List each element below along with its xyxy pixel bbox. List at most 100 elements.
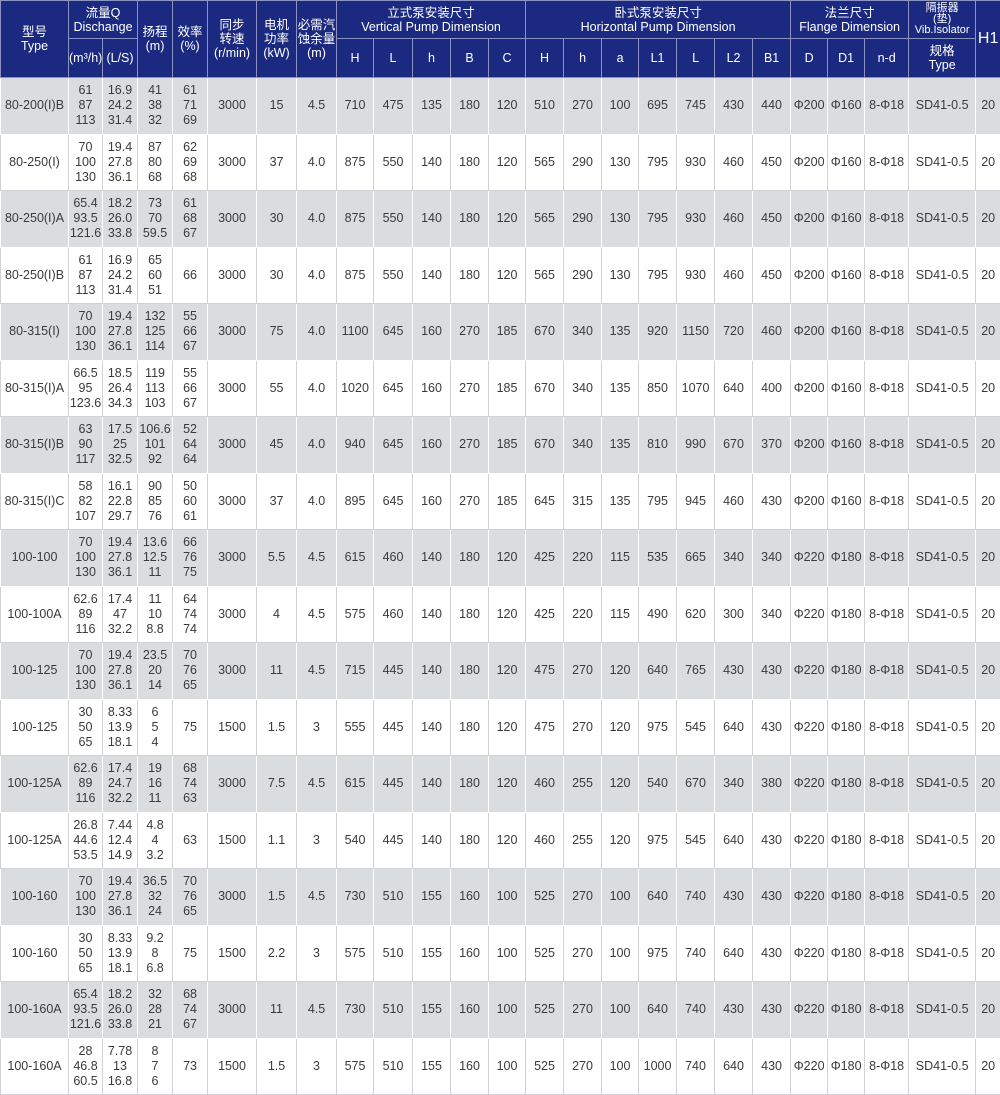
table-cell: 430 bbox=[753, 925, 791, 982]
table-cell: 120 bbox=[489, 643, 526, 700]
table-cell: 140 bbox=[413, 530, 451, 587]
table-cell: 3000 bbox=[208, 360, 257, 417]
table-cell: 140 bbox=[413, 699, 451, 756]
table-cell: 270 bbox=[451, 417, 489, 474]
table-cell: 460 bbox=[374, 586, 413, 643]
header-vertical-dimension: 立式泵安装尺寸 Vertical Pump Dimension bbox=[337, 1, 526, 39]
table-cell: 460 bbox=[715, 134, 753, 191]
table-cell: 70 76 65 bbox=[173, 869, 208, 926]
model-type-cell: 100-160 bbox=[1, 925, 69, 982]
table-cell: 65.4 93.5 121.6 bbox=[69, 191, 103, 248]
model-type-cell: 80-315(I)C bbox=[1, 473, 69, 530]
table-cell: 450 bbox=[753, 247, 791, 304]
table-cell: 185 bbox=[489, 473, 526, 530]
table-cell: 430 bbox=[753, 982, 791, 1039]
table-cell: 615 bbox=[337, 756, 374, 813]
table-cell: Φ220 bbox=[791, 756, 828, 813]
table-cell: 64 74 74 bbox=[173, 586, 208, 643]
table-cell: 1150 bbox=[677, 304, 715, 361]
table-cell: 4.0 bbox=[297, 417, 337, 474]
table-cell: 645 bbox=[374, 417, 413, 474]
table-cell: 19.4 27.8 36.1 bbox=[103, 304, 138, 361]
table-cell: Φ160 bbox=[828, 473, 865, 530]
table-cell: 370 bbox=[753, 417, 791, 474]
header-v-col: B bbox=[451, 39, 489, 78]
header-f-col: D bbox=[791, 39, 828, 78]
table-cell: 4.5 bbox=[297, 78, 337, 135]
table-cell: 55 66 67 bbox=[173, 360, 208, 417]
table-cell: SD41-0.5 bbox=[909, 417, 976, 474]
table-cell: 720 bbox=[715, 304, 753, 361]
table-cell: 795 bbox=[639, 134, 677, 191]
table-cell: 8-Φ18 bbox=[865, 134, 909, 191]
table-cell: SD41-0.5 bbox=[909, 247, 976, 304]
table-cell: 3000 bbox=[208, 530, 257, 587]
table-cell: 930 bbox=[677, 191, 715, 248]
table-cell: 340 bbox=[715, 756, 753, 813]
table-cell: 745 bbox=[677, 78, 715, 135]
header-m3h: (m³/h) bbox=[69, 39, 103, 78]
table-cell: 695 bbox=[639, 78, 677, 135]
table-cell: 4.5 bbox=[297, 530, 337, 587]
model-type-cell: 80-315(I)B bbox=[1, 417, 69, 474]
table-cell: 19.4 27.8 36.1 bbox=[103, 643, 138, 700]
model-type-cell: 100-125A bbox=[1, 812, 69, 869]
table-cell: Φ160 bbox=[828, 134, 865, 191]
table-cell: 475 bbox=[526, 699, 564, 756]
table-cell: 52 64 64 bbox=[173, 417, 208, 474]
table-cell: 340 bbox=[564, 304, 602, 361]
table-cell: 270 bbox=[564, 643, 602, 700]
table-cell: 525 bbox=[526, 1038, 564, 1095]
table-cell: 120 bbox=[602, 756, 639, 813]
table-cell: 640 bbox=[639, 982, 677, 1039]
table-cell: 20 bbox=[976, 360, 1000, 417]
table-cell: 17.4 24.7 32.2 bbox=[103, 756, 138, 813]
table-cell: 160 bbox=[451, 869, 489, 926]
table-cell: 340 bbox=[715, 530, 753, 587]
table-cell: Φ220 bbox=[791, 586, 828, 643]
table-cell: 3000 bbox=[208, 304, 257, 361]
table-cell: 180 bbox=[451, 812, 489, 869]
table-cell: 450 bbox=[753, 134, 791, 191]
header-isolator-type: 规格 Type bbox=[909, 39, 976, 78]
table-cell: 8-Φ18 bbox=[865, 982, 909, 1039]
table-cell: 460 bbox=[753, 304, 791, 361]
table-cell: 160 bbox=[451, 925, 489, 982]
table-cell: 8 7 6 bbox=[138, 1038, 173, 1095]
table-cell: 18.2 26.0 33.8 bbox=[103, 191, 138, 248]
table-cell: 300 bbox=[715, 586, 753, 643]
table-cell: 450 bbox=[753, 191, 791, 248]
table-cell: 120 bbox=[602, 699, 639, 756]
model-type-cell: 80-250(I)B bbox=[1, 247, 69, 304]
table-cell: 490 bbox=[639, 586, 677, 643]
table-cell: 640 bbox=[715, 1038, 753, 1095]
table-cell: 4.5 bbox=[297, 982, 337, 1039]
table-cell: 3 bbox=[297, 699, 337, 756]
table-cell: 4.8 4 3.2 bbox=[138, 812, 173, 869]
table-cell: 270 bbox=[451, 360, 489, 417]
table-cell: 16.9 24.2 31.4 bbox=[103, 78, 138, 135]
table-cell: 180 bbox=[451, 191, 489, 248]
table-cell: 1.5 bbox=[257, 699, 297, 756]
table-cell: 510 bbox=[526, 78, 564, 135]
header-f-col: n-d bbox=[865, 39, 909, 78]
table-cell: 70 100 130 bbox=[69, 304, 103, 361]
table-cell: 4 bbox=[257, 586, 297, 643]
table-cell: SD41-0.5 bbox=[909, 869, 976, 926]
table-cell: SD41-0.5 bbox=[909, 925, 976, 982]
table-cell: 70 100 130 bbox=[69, 643, 103, 700]
table-cell: 180 bbox=[451, 699, 489, 756]
table-cell: 3 bbox=[297, 812, 337, 869]
header-discharge: 流量Q Dischange bbox=[69, 1, 138, 39]
table-cell: 13.6 12.5 11 bbox=[138, 530, 173, 587]
table-cell: 615 bbox=[337, 530, 374, 587]
table-cell: 130 bbox=[602, 247, 639, 304]
table-cell: 19 16 11 bbox=[138, 756, 173, 813]
table-cell: 3000 bbox=[208, 982, 257, 1039]
table-cell: 795 bbox=[639, 247, 677, 304]
table-cell: 670 bbox=[526, 417, 564, 474]
table-cell: 740 bbox=[677, 869, 715, 926]
